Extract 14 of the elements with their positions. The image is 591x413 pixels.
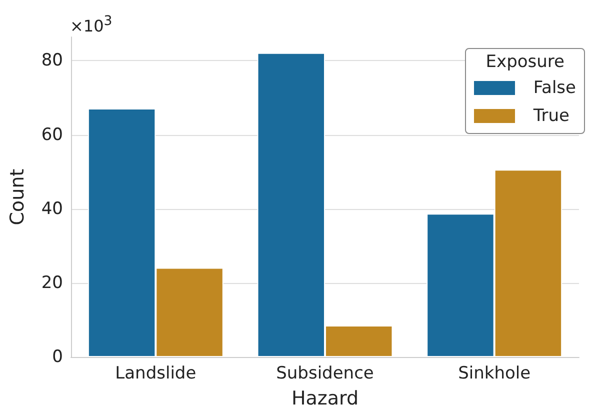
x-tick-label: Sinkhole: [458, 364, 531, 384]
legend-label: False: [533, 78, 576, 98]
y-tick-label: 60: [41, 124, 63, 145]
legend-label: True: [533, 106, 570, 126]
x-tick-label: Landslide: [115, 364, 196, 384]
y-tick-label: 0: [52, 347, 63, 367]
legend-title: Exposure: [484, 52, 566, 72]
y-tick-label: 80: [41, 50, 63, 71]
x-axis-title: Hazard: [291, 388, 359, 410]
x-tick-label: Subsidence: [276, 364, 374, 384]
y-axis-title: Count: [6, 168, 28, 226]
text: ×10$^{3}$: [70, 14, 112, 36]
y-tick-label: 20: [41, 272, 63, 293]
y-tick-label: 40: [41, 198, 63, 219]
